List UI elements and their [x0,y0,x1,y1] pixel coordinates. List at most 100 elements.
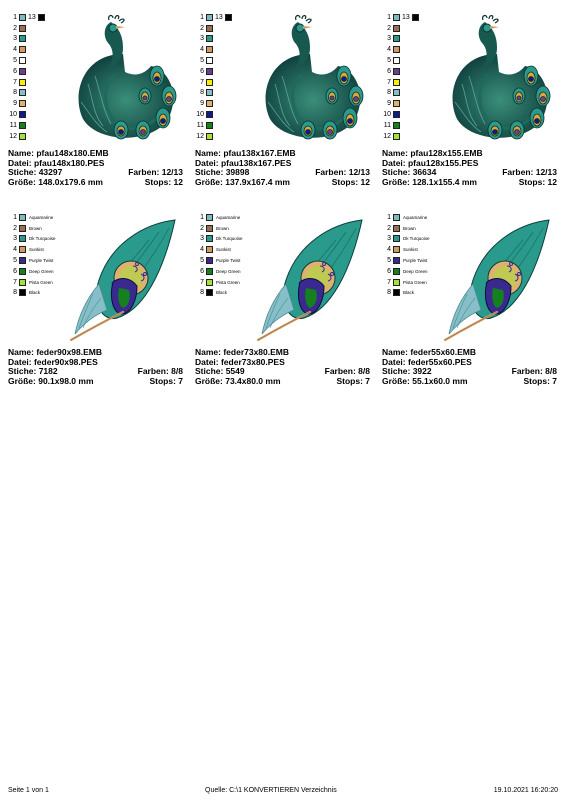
thread-number: 6 [387,67,391,75]
stop-count: Stops: 12 [144,176,183,187]
design-file: Datei: pfau148x180.PES [8,157,105,168]
thread-swatch-row: 3 Dk Turquoise [382,234,430,245]
thread-number: 6 [13,267,17,275]
thread-swatch-row: 8 Black [8,288,56,299]
thread-color-swatch [206,132,213,140]
thread-swatch-row: 4 Sunkist [195,244,243,255]
thread-color-swatch [37,13,45,21]
design-file: Datei: pfau138x167.PES [195,157,292,168]
thread-number: 8 [387,89,391,97]
design-size: Größe: 55.1x60.0 mm [382,375,468,386]
thread-swatch-row: 12 [382,131,419,142]
thread-number: 4 [200,246,204,254]
thread-color-swatch [393,235,400,243]
thread-swatch-row: 6 Deep Green [382,266,430,277]
thread-number: 1 [387,13,391,21]
thread-color-swatch [19,121,26,129]
thread-name: Pista Green [216,279,240,285]
thread-number: 3 [387,235,391,243]
thread-color-swatch [19,67,26,75]
thread-swatch-row: 2 Brown [8,223,56,234]
thread-number: 5 [200,257,204,265]
thread-color-swatch [19,235,26,243]
thread-color-swatch [393,132,400,140]
thread-color-swatch [206,78,213,86]
thread-color-swatch [206,67,213,75]
design-name: Name: feder55x60.EMB [382,347,477,357]
thread-swatch-row: 4 Sunkist [382,244,430,255]
thread-number: 5 [13,57,17,65]
thread-number: 7 [387,278,391,286]
design-name: Name: pfau138x167.EMB [195,148,296,158]
thread-swatch-row: 1 13 [382,12,419,23]
thread-swatch-row: 11 [382,120,419,131]
thread-color-swatch [19,57,26,65]
thread-number: 1 [200,13,204,21]
thread-color-swatch [206,24,213,32]
thread-color-swatch [206,278,213,286]
thread-number: 3 [13,35,17,43]
thread-color-swatch [393,111,400,119]
thread-swatch-row: 12 [8,131,45,142]
thread-swatch-row: 1 13 [8,12,45,23]
thread-swatch-row: 4 Sunkist [8,244,56,255]
thread-color-swatch [19,213,26,221]
thread-color-swatch [393,289,400,297]
thread-number: 2 [13,224,17,232]
color-count: Farben: 8/8 [324,366,370,377]
thread-number: 11 [383,121,391,129]
thread-color-swatch [19,224,26,232]
thread-number: 5 [13,257,17,265]
thread-number: 7 [13,78,17,86]
thread-name: Brown [403,225,416,231]
thread-number: 4 [13,246,17,254]
thread-color-swatch [393,89,400,97]
thread-name: Dk Turquoise [29,236,56,242]
thread-number: 8 [200,289,204,297]
thread-color-swatch [19,278,26,286]
thread-color-swatch [393,67,400,75]
thread-name: Deep Green [403,268,428,274]
design-info: Name: feder55x60.EMB Datei: feder55x60.P… [382,347,557,386]
feather-embroidery-image [250,214,370,344]
thread-number: 11 [9,121,17,129]
thread-color-swatch [206,121,213,129]
footer-source-path: Quelle: C:\1 KONVERTIEREN Verzeichnis [205,787,337,794]
thread-number: 3 [387,35,391,43]
thread-color-swatch [206,13,213,21]
thread-number: 1 [387,213,391,221]
design-file: Datei: feder55x60.PES [382,356,472,367]
thread-name: Black [29,290,41,296]
thread-swatch-row: 5 Purple Twist [382,255,430,266]
thread-swatch-row: 1 Aquamarine [195,212,243,223]
thread-name: Deep Green [29,268,54,274]
thread-number: 5 [387,257,391,265]
thread-number: 1 [13,13,17,21]
thread-swatch-row: 7 [195,77,232,88]
thread-color-swatch [19,100,26,108]
stop-count: Stops: 7 [149,375,183,386]
thread-number: 4 [387,246,391,254]
thread-swatch-row: 8 Black [382,288,430,299]
stitch-count: Stiche: 7182 [8,366,58,377]
thread-number: 13 [28,13,36,21]
thread-swatch-row: 1 Aquamarine [382,212,430,223]
thread-swatch-row: 9 [195,98,232,109]
thread-swatch-row: 12 [195,131,232,142]
feather-embroidery-image [63,214,183,344]
color-count: Farben: 8/8 [137,366,183,377]
thread-color-swatch [393,46,400,54]
thread-swatch-row: 5 Purple Twist [195,255,243,266]
thread-color-swatch [393,246,400,254]
thread-color-swatch [206,235,213,243]
thread-swatch-row: 3 Dk Turquoise [195,234,243,245]
color-count: Farben: 8/8 [511,366,557,377]
stop-count: Stops: 12 [518,176,557,187]
thread-name: Pista Green [403,279,427,285]
thread-number: 8 [13,289,17,297]
thread-swatch-row: 2 [8,23,45,34]
thread-number: 13 [215,13,223,21]
color-count: Farben: 12/13 [315,167,370,178]
thread-number: 2 [200,24,204,32]
thread-number: 9 [13,100,17,108]
